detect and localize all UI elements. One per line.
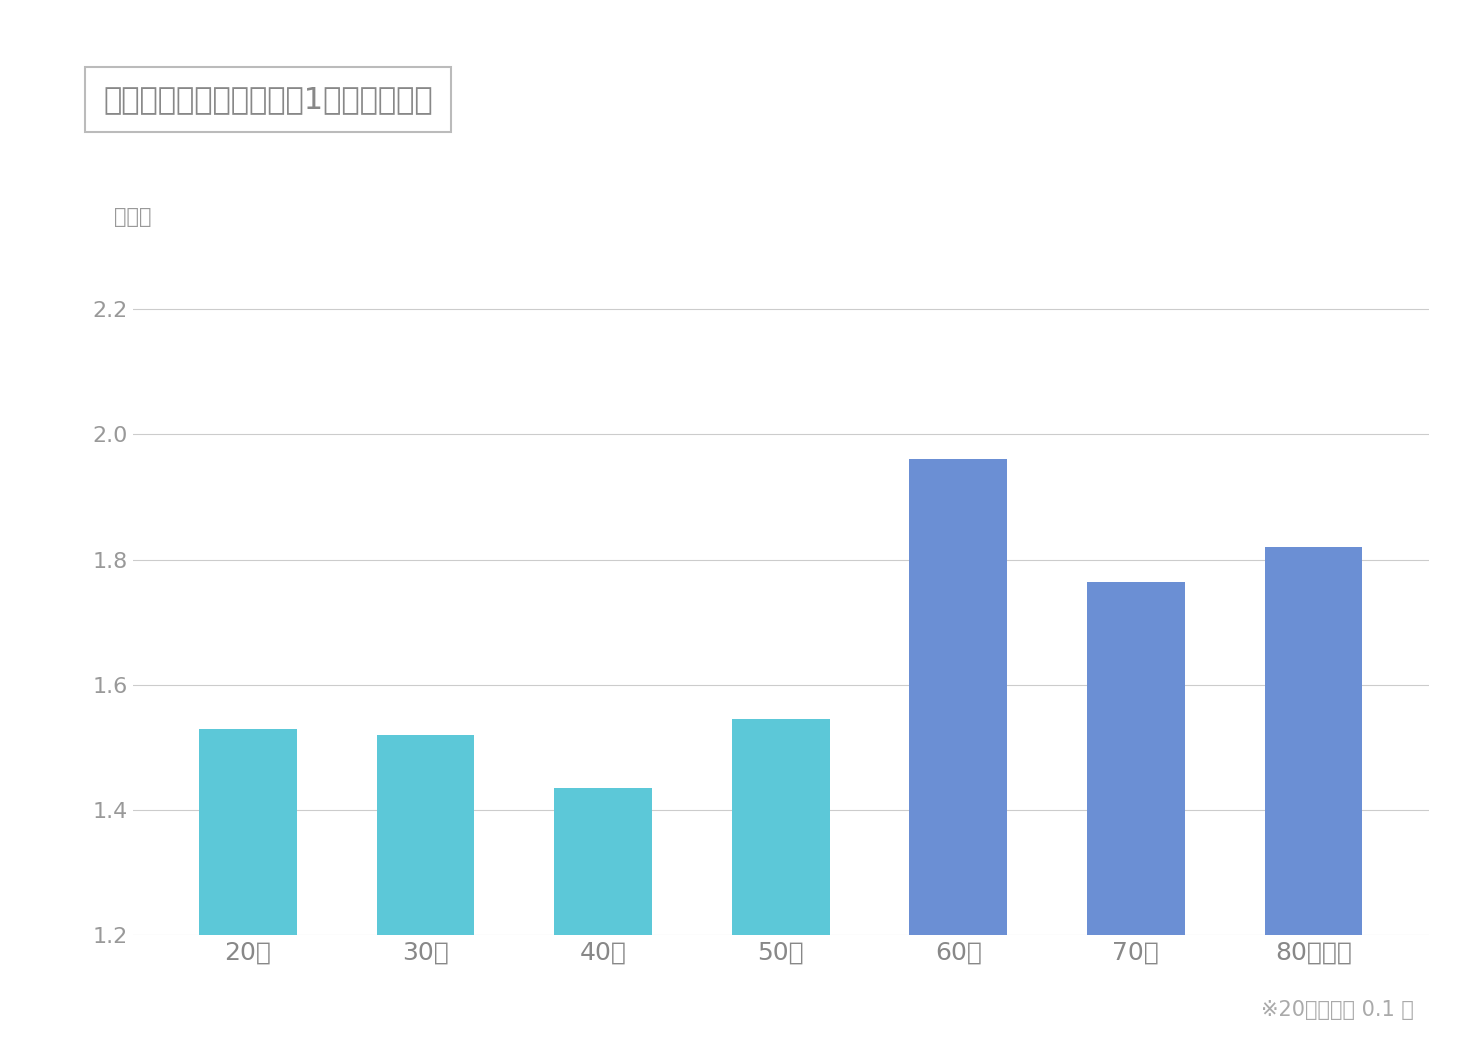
Bar bbox=[377, 735, 474, 1063]
Bar bbox=[1264, 547, 1363, 1063]
Bar bbox=[1087, 581, 1184, 1063]
Bar bbox=[554, 789, 653, 1063]
Bar bbox=[199, 729, 298, 1063]
Text: ※20歳未満は 0.1 人: ※20歳未満は 0.1 人 bbox=[1261, 1000, 1414, 1020]
Bar bbox=[732, 720, 829, 1063]
Text: （人）: （人） bbox=[113, 207, 152, 226]
Bar bbox=[909, 459, 1008, 1063]
Text: 年代別　侵入窃盗被害（1万人当たり）: 年代別 侵入窃盗被害（1万人当たり） bbox=[103, 85, 433, 114]
